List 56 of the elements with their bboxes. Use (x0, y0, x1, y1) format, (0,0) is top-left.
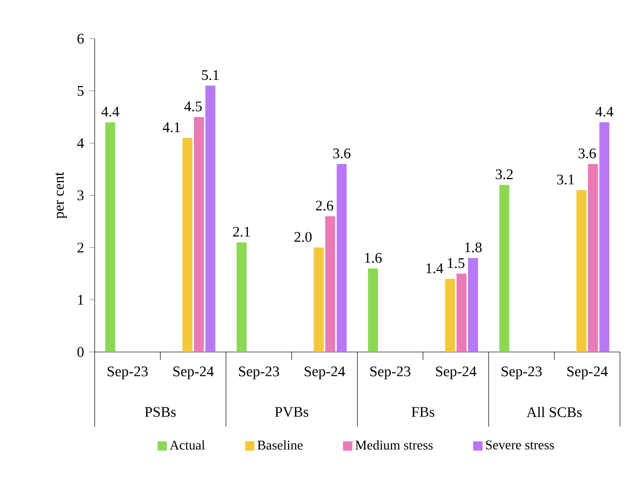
legend-label: Severe stress (486, 440, 554, 450)
bar (445, 278, 456, 352)
data-label: 1.6 (365, 252, 382, 263)
data-label: 4.4 (101, 106, 120, 117)
bar (325, 216, 336, 352)
bar (499, 184, 510, 352)
data-label: 2.1 (233, 226, 250, 237)
bar (182, 138, 192, 352)
legend-label: Medium stress (355, 440, 433, 450)
y-tick-label: 1 (78, 294, 84, 305)
x-tick-label: Sep-24 (436, 366, 476, 380)
data-label: 3.6 (333, 148, 350, 158)
bar (205, 86, 216, 352)
bar (314, 248, 324, 352)
text: All SCBs (526, 406, 582, 418)
text: PVBs (274, 407, 308, 417)
bar (456, 274, 467, 352)
y-tick-label: 2 (78, 242, 84, 252)
data-label: 1.8 (465, 242, 482, 252)
bar (236, 242, 247, 352)
data-label: 4.1 (162, 122, 180, 132)
legend-label: Baseline (258, 440, 303, 450)
x-tick-label: Sep-24 (173, 366, 214, 380)
x-tick-label: Sep-23 (370, 366, 410, 380)
bar (368, 268, 378, 352)
y-tick-label: 0 (77, 347, 84, 357)
bar (588, 164, 598, 352)
bar (468, 258, 478, 352)
bar (105, 122, 116, 352)
bar (336, 164, 347, 352)
legend-label: Actual (170, 440, 205, 450)
text: PSBs (144, 407, 176, 417)
data-label: 3.6 (578, 148, 596, 158)
data-label: 3.2 (496, 169, 513, 180)
x-tick-label: Sep-24 (567, 366, 608, 380)
y-tick-label: 3 (78, 190, 84, 200)
data-label: 4.4 (595, 106, 614, 117)
data-label: 2.6 (316, 200, 334, 211)
bar (194, 116, 204, 352)
bar (576, 190, 586, 352)
x-tick-label: Sep-23 (108, 366, 148, 380)
text: FBs (412, 407, 434, 417)
y-tick-label: 5 (78, 86, 84, 96)
data-label: 1.5 (448, 258, 464, 268)
data-label: 2.0 (294, 232, 312, 242)
x-tick-label: Sep-24 (304, 366, 346, 380)
x-tick-label: Sep-23 (239, 366, 280, 380)
x-tick-label: Sep-23 (502, 366, 542, 380)
data-label: 3.1 (557, 174, 574, 185)
y-tick-label: 6 (77, 34, 84, 44)
y-tick-label: 4 (77, 138, 84, 148)
data-label: 4.5 (184, 102, 202, 112)
data-label: 1.4 (426, 263, 444, 274)
bar (599, 122, 610, 352)
y-axis-title: per cent (55, 172, 67, 219)
data-label: 5.1 (202, 70, 219, 80)
